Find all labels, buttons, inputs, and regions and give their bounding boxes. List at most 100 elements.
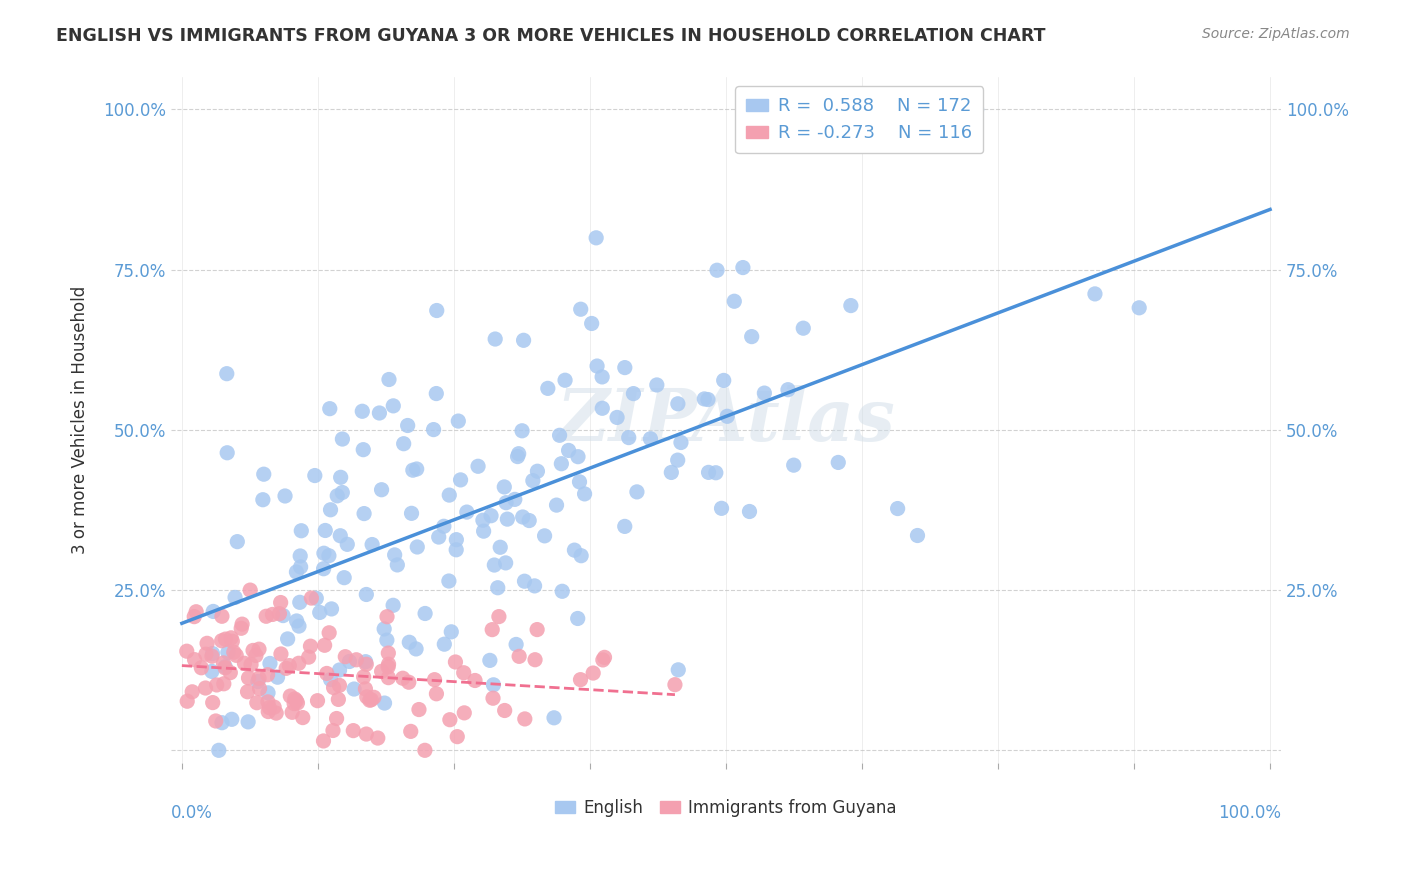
Point [322,681,344,695]
Point [312,546,335,560]
Point [425,386,447,401]
Point [505,637,527,651]
Point [626,484,648,499]
Point [312,562,335,576]
Point [219,665,242,680]
Point [214,661,236,675]
Point [224,591,246,605]
Point [329,529,352,543]
Point [471,513,494,527]
Point [246,674,269,689]
Point [335,649,357,664]
Point [526,464,548,478]
Point [387,558,409,572]
Point [370,665,392,679]
Point [550,457,572,471]
Point [329,663,352,677]
Point [398,675,420,690]
Point [405,462,427,476]
Point [446,533,468,547]
Point [181,685,204,699]
Point [413,607,436,621]
Point [236,685,259,699]
Point [290,524,312,538]
Point [344,653,367,667]
Text: 0.0%: 0.0% [172,805,212,822]
Point [287,657,309,671]
Point [319,503,342,517]
Point [569,673,592,687]
Point [1128,301,1150,315]
Point [423,673,446,687]
Point [314,638,336,652]
Text: ZIPAtlas: ZIPAtlas [557,384,896,456]
Text: Source: ZipAtlas.com: Source: ZipAtlas.com [1202,27,1350,41]
Point [484,558,506,572]
Point [315,666,337,681]
Point [353,670,375,684]
Point [370,483,392,497]
Point [291,710,314,724]
Point [405,641,427,656]
Point [233,657,256,671]
Point [183,609,205,624]
Point [546,498,568,512]
Point [217,645,239,659]
Point [517,514,540,528]
Text: ENGLISH VS IMMIGRANTS FROM GUYANA 3 OR MORE VEHICLES IN HOUSEHOLD CORRELATION CH: ENGLISH VS IMMIGRANTS FROM GUYANA 3 OR M… [56,27,1046,45]
Point [543,711,565,725]
Point [617,431,640,445]
Y-axis label: 3 or more Vehicles in Household: 3 or more Vehicles in Household [72,286,89,555]
Point [581,317,603,331]
Point [259,700,281,714]
Point [221,634,243,648]
Point [201,649,224,664]
Point [377,657,399,672]
Point [190,661,212,675]
Point [446,730,468,744]
Point [406,540,429,554]
Point [488,609,510,624]
Point [613,360,636,375]
Point [307,694,329,708]
Point [567,611,589,625]
Point [533,529,555,543]
Point [640,432,662,446]
Point [513,574,536,589]
Point [212,656,235,670]
Point [479,508,502,523]
Point [408,702,430,716]
Point [557,443,579,458]
Point [264,706,287,720]
Point [378,372,401,386]
Point [592,653,614,667]
Point [741,329,763,343]
Point [176,644,198,658]
Point [827,455,849,469]
Point [176,694,198,708]
Point [329,470,352,484]
Point [266,670,288,684]
Point [326,489,349,503]
Point [225,648,247,663]
Point [332,432,354,446]
Point [299,639,322,653]
Point [377,671,399,685]
Point [907,528,929,542]
Point [586,359,609,373]
Point [574,487,596,501]
Point [287,696,309,710]
Point [433,519,456,533]
Point [214,659,236,673]
Point [666,453,689,467]
Point [330,485,353,500]
Point [352,404,374,418]
Point [401,506,423,520]
Point [256,667,278,681]
Point [776,383,799,397]
Point [398,635,420,649]
Point [318,549,340,563]
Point [569,302,592,317]
Point [548,428,571,442]
Point [254,609,277,624]
